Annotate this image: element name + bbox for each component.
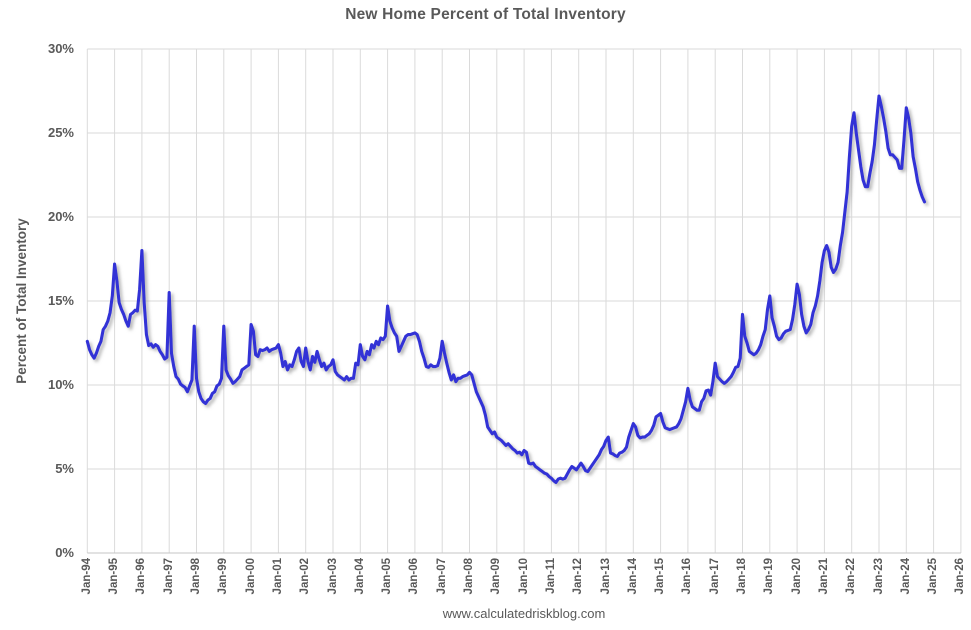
- x-tick-label: Jan-08: [463, 558, 475, 595]
- x-tick-label: Jan-13: [599, 558, 612, 595]
- x-tick-label: Jan-06: [408, 558, 421, 595]
- x-tick-label: Jan-96: [135, 558, 148, 595]
- x-tick-label: Jan-22: [845, 558, 858, 595]
- y-tick-label: 25%: [47, 125, 74, 140]
- x-tick-label: Jan-98: [190, 558, 202, 595]
- x-tick-label: Jan-17: [708, 558, 721, 595]
- x-tick-label: Jan-14: [626, 558, 639, 595]
- x-tick-label: Jan-99: [217, 558, 230, 595]
- y-tick-label: 10%: [47, 377, 74, 392]
- x-tick-label: Jan-04: [353, 558, 366, 595]
- x-tick-label: Jan-23: [872, 558, 885, 595]
- y-tick-label: 0%: [55, 545, 74, 560]
- x-tick-label: Jan-07: [435, 558, 448, 595]
- x-tick-label: Jan-16: [681, 558, 694, 595]
- x-tick-label: Jan-25: [927, 558, 940, 595]
- x-tick-label: Jan-21: [817, 558, 830, 595]
- chart-title: New Home Percent of Total Inventory: [345, 6, 626, 23]
- y-tick-label: 30%: [47, 41, 74, 56]
- x-tick-label: Jan-00: [244, 558, 257, 595]
- x-tick-label: Jan-12: [572, 558, 585, 595]
- x-tick-label: Jan-24: [899, 558, 912, 595]
- x-tick-label: Jan-02: [299, 558, 312, 595]
- x-tick-label: Jan-19: [763, 558, 776, 595]
- x-tick-label: Jan-20: [790, 558, 803, 595]
- y-tick-label: 20%: [47, 209, 74, 224]
- y-tick-label: 5%: [55, 461, 74, 476]
- x-tick-label: Jan-10: [517, 558, 530, 595]
- x-tick-label: Jan-09: [490, 558, 503, 595]
- x-tick-label: Jan-01: [271, 558, 284, 595]
- x-tick-label: Jan-05: [381, 558, 394, 595]
- x-tick-label: Jan-15: [654, 558, 667, 595]
- source-url: www.calculatedriskblog.com: [442, 606, 606, 621]
- x-tick-label: Jan-95: [108, 558, 121, 595]
- x-tick-label: Jan-18: [736, 558, 748, 595]
- x-tick-label: Jan-03: [326, 558, 339, 595]
- x-tick-label: Jan-97: [162, 558, 175, 595]
- y-tick-label: 15%: [47, 293, 74, 308]
- x-tick-label: Jan-11: [544, 558, 557, 594]
- x-tick-label: Jan-26: [954, 558, 967, 595]
- x-tick-label: Jan-94: [80, 558, 93, 595]
- data-series-line: [85, 94, 927, 484]
